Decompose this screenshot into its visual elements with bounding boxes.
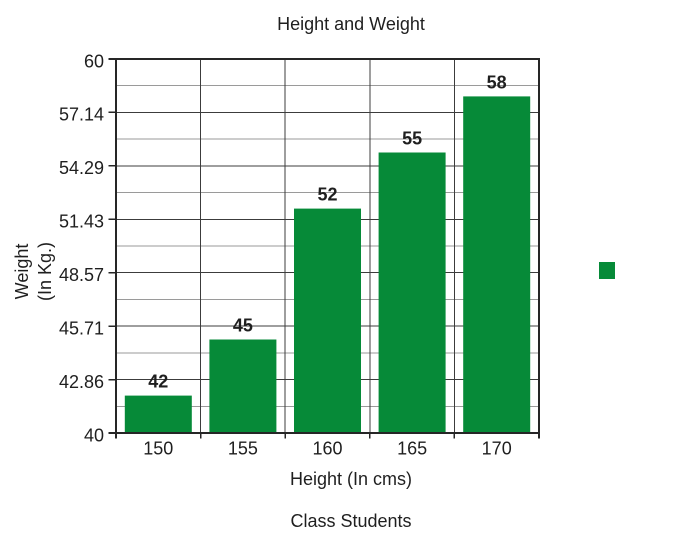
svg-text:165: 165	[397, 439, 427, 459]
svg-text:40: 40	[84, 425, 104, 445]
svg-text:60: 60	[84, 51, 104, 71]
svg-text:Weight: Weight	[12, 244, 32, 300]
svg-text:42.86: 42.86	[59, 372, 104, 392]
svg-text:170: 170	[482, 439, 512, 459]
svg-text:Height (In cms): Height (In cms)	[290, 469, 412, 489]
svg-text:58: 58	[487, 72, 507, 92]
svg-text:55: 55	[402, 128, 422, 148]
svg-text:45.71: 45.71	[59, 318, 104, 338]
svg-text:Class Students: Class Students	[290, 511, 411, 531]
svg-text:Height and Weight: Height and Weight	[277, 14, 425, 34]
svg-text:45: 45	[233, 315, 253, 335]
svg-text:48.57: 48.57	[59, 265, 104, 285]
svg-text:57.14: 57.14	[59, 105, 104, 125]
svg-text:54.29: 54.29	[59, 158, 104, 178]
svg-text:52: 52	[317, 185, 337, 205]
svg-text:(In Kg.): (In Kg.)	[35, 242, 55, 301]
svg-text:150: 150	[143, 439, 173, 459]
svg-text:42: 42	[148, 372, 168, 392]
svg-text:155: 155	[228, 439, 258, 459]
svg-text:160: 160	[312, 439, 342, 459]
svg-text:51.43: 51.43	[59, 212, 104, 232]
